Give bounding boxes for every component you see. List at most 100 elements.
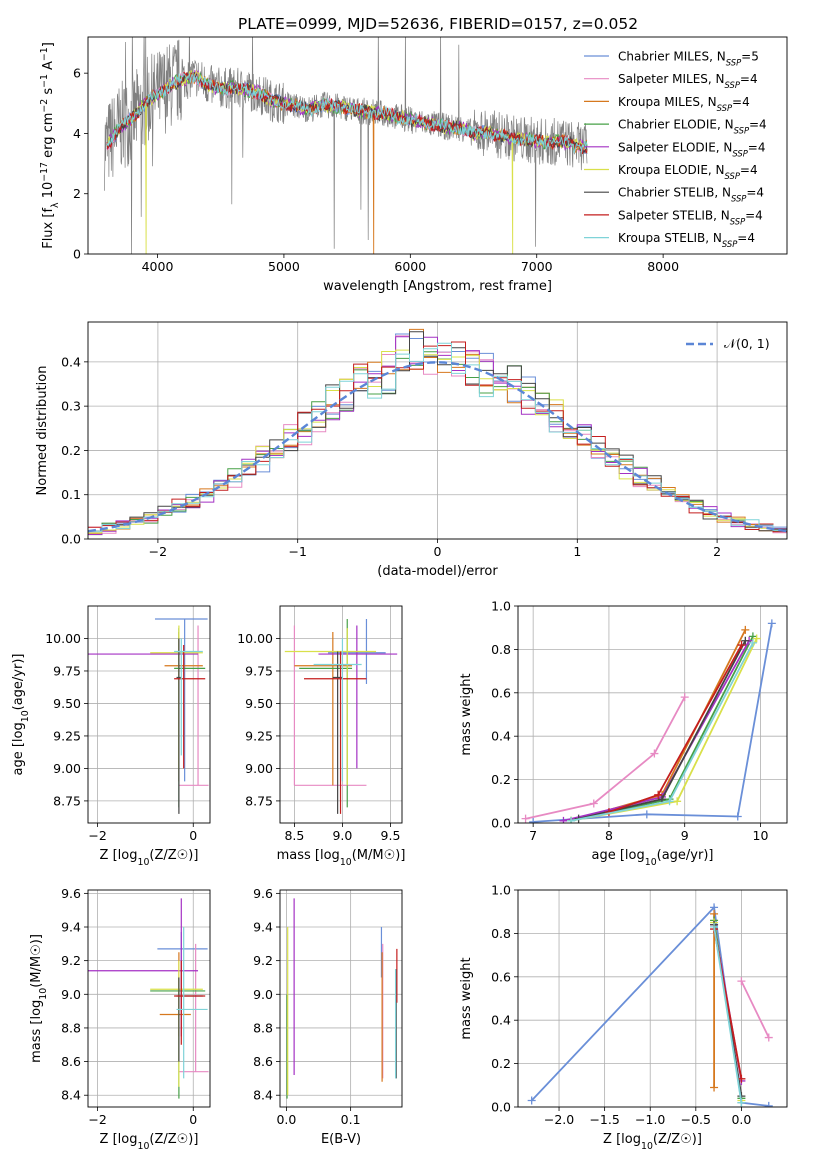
y-axis-label: age [log10(age/yr)] bbox=[11, 654, 31, 776]
x-tick-label: −2.0 bbox=[544, 1112, 574, 1127]
x-tick-label: 9.0 bbox=[332, 828, 352, 843]
series-marker bbox=[741, 636, 750, 645]
plot-area bbox=[104, 37, 588, 254]
axes: 7 8 9 10 0.0 0.2 0.4 0.6 0.8 1.0 age [log10(age/yr… bbox=[459, 599, 788, 868]
x-tick-label: −1.5 bbox=[589, 1112, 619, 1127]
x-tick-label: 8 bbox=[605, 828, 613, 843]
x-tick-label: 9 bbox=[681, 828, 689, 843]
y-tick-label: 10.00 bbox=[237, 631, 273, 646]
x-tick-label: −2 bbox=[88, 828, 106, 843]
x-tick-label: 0 bbox=[434, 544, 442, 559]
series-marker bbox=[521, 814, 530, 823]
axes-frame bbox=[87, 36, 788, 255]
series-marker bbox=[737, 1098, 746, 1107]
series-line bbox=[563, 640, 750, 822]
y-tick-label: 9.50 bbox=[245, 696, 273, 711]
panel-residuals: −2 −1 0 1 2 0.0 0.1 0.2 0.3 0.4 (data-model)/error… bbox=[35, 321, 788, 579]
y-tick-label: 0.2 bbox=[491, 1056, 511, 1071]
y-tick-label: 8.4 bbox=[253, 1088, 273, 1103]
x-tick-label: 9.5 bbox=[381, 828, 401, 843]
errorbar-salpeter-stelib bbox=[174, 644, 206, 769]
y-tick-label: 0.6 bbox=[491, 969, 511, 984]
y-tick-label: 9.75 bbox=[53, 663, 81, 678]
legend-label-chabrier-miles: Chabrier MILES, NSSP=5 bbox=[618, 50, 759, 68]
axes: −2 0 8.4 8.6 8.8 9.0 9.2 9.4 9.6 Z [log10(Z/Z☉)] m… bbox=[29, 886, 211, 1152]
errorbar-salpeter-stelib bbox=[304, 651, 367, 814]
series-salpeter-stelib bbox=[604, 641, 746, 817]
plot-area bbox=[527, 903, 773, 1107]
series-marker bbox=[737, 641, 746, 650]
panel-mass-vs-EBV: 0.0 0.1 8.4 8.6 8.8 9.0 9.2 9.4 9.6 E(B-V) bbox=[253, 886, 403, 1147]
y-axis-label: mass weight bbox=[459, 957, 474, 1039]
x-tick-label: 6000 bbox=[394, 259, 426, 274]
legend-label-chabrier-stelib: Chabrier STELIB, NSSP=4 bbox=[618, 186, 764, 204]
y-tick-label: 9.2 bbox=[253, 953, 273, 968]
series-marker bbox=[710, 1083, 719, 1092]
axes-frame bbox=[279, 889, 403, 1108]
series-kroupa-stelib bbox=[710, 922, 746, 1107]
y-tick-label: 8.75 bbox=[245, 793, 273, 808]
series-kroupa-miles bbox=[710, 909, 719, 1092]
legend-label-salpeter-stelib: Salpeter STELIB, NSSP=4 bbox=[618, 208, 763, 226]
series-salpeter-miles bbox=[737, 977, 773, 1042]
errorbar-kroupa-elodie bbox=[150, 960, 203, 1087]
errorbar-chabrier-stelib bbox=[176, 977, 203, 1062]
axes: −2.0 −1.5 −1.0 −0.5 0.0 0.0 0.2 0.4 0.6 0.8 1.0 Z [… bbox=[459, 883, 788, 1152]
x-axis-label: wavelength [Angstrom, rest frame] bbox=[323, 279, 552, 294]
errorbar-chabrier-miles bbox=[154, 618, 208, 782]
legend-label-kroupa-stelib: Kroupa STELIB, NSSP=4 bbox=[618, 231, 755, 249]
y-axis-label: Flux [fλ 10−17 erg cm−2 s−1 A−1] bbox=[39, 42, 61, 249]
axes-frame bbox=[517, 605, 788, 824]
x-axis-label: age [log10(age/yr)] bbox=[592, 848, 714, 868]
panel-spectrum: 4000 5000 6000 7000 8000 0 2 4 6 wavelength [Angs… bbox=[39, 36, 788, 294]
plot-area bbox=[286, 898, 398, 1099]
series-marker bbox=[764, 1033, 773, 1042]
errorbar-chabrier-stelib bbox=[176, 638, 182, 814]
y-tick-label: 0.4 bbox=[491, 1013, 511, 1028]
x-axis-label: Z [log10(Z/Z☉)] bbox=[100, 1132, 199, 1152]
errorbar-kroupa-stelib bbox=[174, 638, 203, 756]
series-marker bbox=[589, 799, 598, 808]
x-tick-label: 0.0 bbox=[276, 1112, 296, 1127]
series-kroupa-stelib bbox=[567, 638, 757, 823]
errorbar-kroupa-stelib bbox=[176, 927, 208, 1079]
gridlines bbox=[518, 605, 787, 824]
series-marker bbox=[665, 797, 674, 806]
series-marker bbox=[527, 1096, 536, 1105]
gridlines bbox=[280, 890, 402, 1107]
axes: −2 −1 0 1 2 0.0 0.1 0.2 0.3 0.4 (data-model)/error… bbox=[35, 321, 788, 579]
spectrum-legend: Chabrier MILES, NSSP=5 Salpeter MILES, NS… bbox=[584, 50, 767, 249]
series-marker bbox=[737, 977, 746, 986]
x-tick-label: 5000 bbox=[268, 259, 300, 274]
y-tick-label: 2 bbox=[73, 186, 81, 201]
model-spectrum-kroupa-stelib bbox=[106, 72, 588, 154]
series-marker bbox=[680, 693, 689, 702]
axes: −2 0 8.75 9.00 9.25 9.50 9.75 10.00 Z [log10(Z/Z… bbox=[11, 605, 211, 868]
series-marker bbox=[733, 812, 742, 821]
series-marker bbox=[673, 797, 682, 806]
series-marker bbox=[559, 816, 568, 823]
plot-area bbox=[284, 618, 398, 814]
y-tick-label: 9.25 bbox=[53, 728, 81, 743]
y-tick-label: 9.6 bbox=[253, 886, 273, 901]
errorbar-chabrier-elodie bbox=[299, 618, 353, 808]
histogram-chabrier-stelib bbox=[88, 331, 787, 532]
x-axis-label: mass [log10(M/M☉)] bbox=[277, 848, 406, 868]
x-tick-label: 0.0 bbox=[731, 1112, 751, 1127]
histogram-kroupa-stelib bbox=[88, 342, 787, 532]
y-tick-label: 9.0 bbox=[61, 987, 81, 1002]
errorbar-kroupa-elodie bbox=[150, 625, 203, 769]
y-tick-label: 8.4 bbox=[61, 1088, 81, 1103]
legend-label-chabrier-elodie: Chabrier ELODIE, NSSP=4 bbox=[618, 118, 767, 136]
x-tick-label: 10 bbox=[753, 828, 769, 843]
y-tick-label: 0.1 bbox=[61, 487, 81, 502]
axes-frame bbox=[517, 889, 788, 1108]
series-marker bbox=[657, 795, 666, 804]
y-tick-label: 8.6 bbox=[61, 1054, 81, 1069]
y-axis-label: Normed distribution bbox=[35, 366, 50, 496]
x-tick-label: −2 bbox=[149, 544, 167, 559]
y-tick-label: 9.4 bbox=[61, 920, 81, 935]
series-marker bbox=[642, 810, 651, 819]
y-tick-label: 0.6 bbox=[491, 685, 511, 700]
